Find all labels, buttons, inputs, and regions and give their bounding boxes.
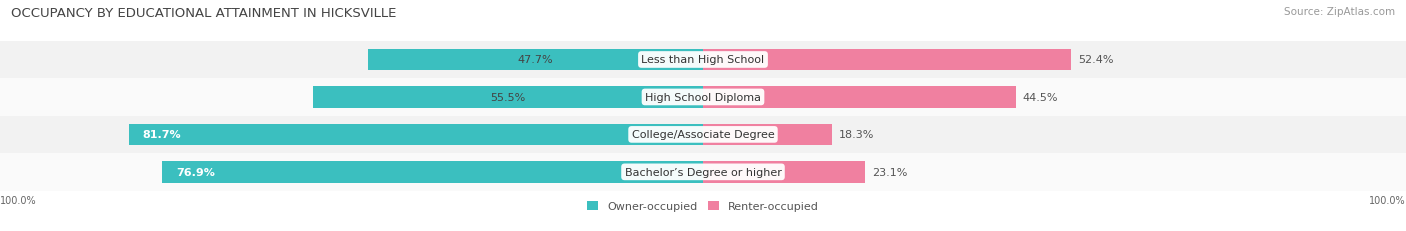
FancyBboxPatch shape — [703, 161, 866, 183]
FancyBboxPatch shape — [703, 49, 1071, 71]
Legend: Owner-occupied, Renter-occupied: Owner-occupied, Renter-occupied — [582, 197, 824, 216]
Text: 76.9%: 76.9% — [177, 167, 215, 177]
Text: 100.0%: 100.0% — [1369, 195, 1406, 205]
Text: OCCUPANCY BY EDUCATIONAL ATTAINMENT IN HICKSVILLE: OCCUPANCY BY EDUCATIONAL ATTAINMENT IN H… — [11, 7, 396, 20]
FancyBboxPatch shape — [0, 153, 1406, 191]
FancyBboxPatch shape — [312, 87, 703, 108]
Text: 81.7%: 81.7% — [142, 130, 181, 140]
Text: 55.5%: 55.5% — [491, 93, 526, 103]
Text: Bachelor’s Degree or higher: Bachelor’s Degree or higher — [624, 167, 782, 177]
FancyBboxPatch shape — [368, 49, 703, 71]
Text: 100.0%: 100.0% — [0, 195, 37, 205]
FancyBboxPatch shape — [162, 161, 703, 183]
FancyBboxPatch shape — [0, 79, 1406, 116]
Text: 52.4%: 52.4% — [1078, 55, 1114, 65]
FancyBboxPatch shape — [129, 124, 703, 146]
Text: 18.3%: 18.3% — [838, 130, 875, 140]
Text: 23.1%: 23.1% — [872, 167, 908, 177]
FancyBboxPatch shape — [0, 42, 1406, 79]
Text: Source: ZipAtlas.com: Source: ZipAtlas.com — [1284, 7, 1395, 17]
Text: College/Associate Degree: College/Associate Degree — [631, 130, 775, 140]
Text: 44.5%: 44.5% — [1024, 93, 1059, 103]
FancyBboxPatch shape — [0, 116, 1406, 153]
FancyBboxPatch shape — [703, 124, 832, 146]
FancyBboxPatch shape — [703, 87, 1015, 108]
Text: Less than High School: Less than High School — [641, 55, 765, 65]
Text: 47.7%: 47.7% — [517, 55, 553, 65]
Text: High School Diploma: High School Diploma — [645, 93, 761, 103]
